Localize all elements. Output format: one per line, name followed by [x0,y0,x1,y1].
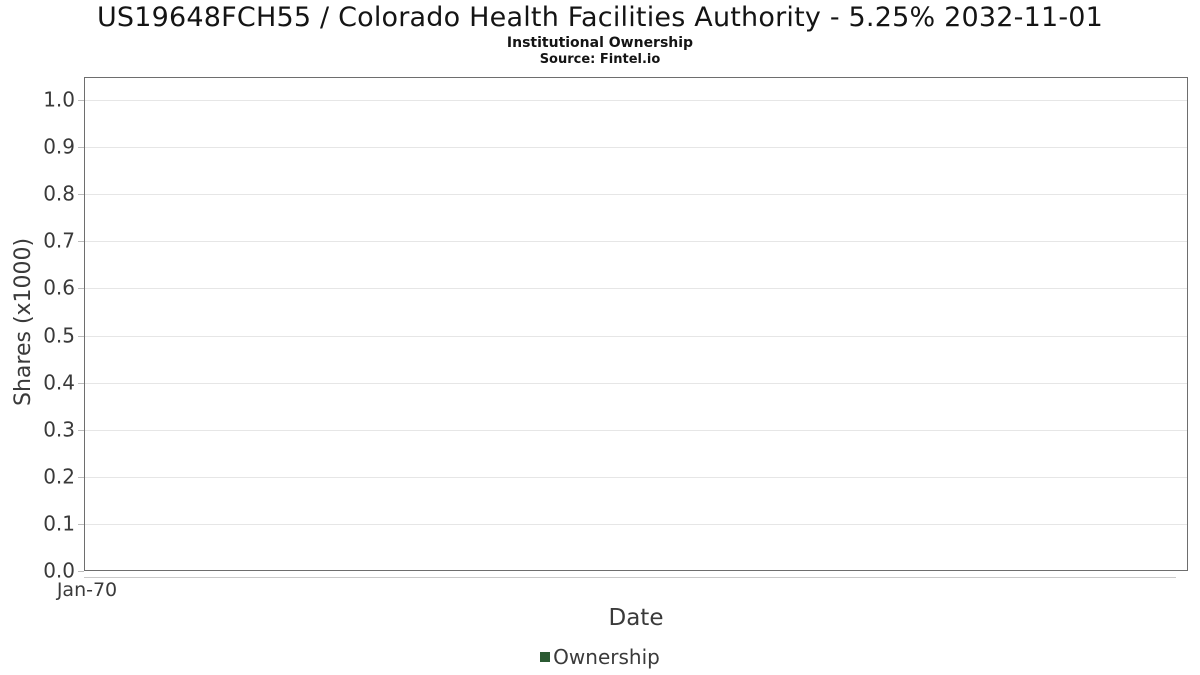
gridline [85,288,1187,290]
legend: Ownership [0,645,1200,669]
gridline [85,241,1187,243]
gridline [85,382,1187,384]
y-tick-mark [78,335,84,337]
y-tick-label: 0.3 [43,417,75,442]
gridline [85,194,1187,196]
chart-title: US19648FCH55 / Colorado Health Facilitie… [96,2,1104,33]
y-tick-label: 0.2 [43,464,75,489]
y-axis-label: Shares (x1000) [11,237,36,406]
y-tick-label: 1.0 [43,87,75,112]
chart-source-attribution: Source: Fintel.io [539,52,661,67]
y-tick-label: 0.1 [43,511,75,536]
legend-label: Ownership [553,645,660,669]
y-tick-mark [78,476,84,478]
y-tick-label: 0.8 [43,181,75,206]
y-tick-label: 0.4 [43,370,75,395]
y-tick-label: 0.0 [43,558,75,583]
y-tick-label: 0.6 [43,275,75,300]
y-tick-mark [78,241,84,243]
y-tick-mark [78,288,84,290]
y-tick-mark [78,194,84,196]
x-tick-label: Jan-70 [56,579,118,601]
x-axis-label: Date [608,605,664,631]
gridline [85,476,1187,478]
y-tick-mark [78,147,84,149]
y-tick-mark [78,429,84,431]
chart-subtitle: Institutional Ownership [506,35,694,51]
gridline [85,147,1187,149]
legend-marker-square-icon [540,652,551,662]
plot-area: 0.0 0.1 0.2 0.3 0.4 0.5 0.6 0.7 0.8 0.9 1.0 [43,77,1188,583]
y-tick-mark [78,382,84,384]
y-tick-label: 0.7 [43,228,75,253]
gridline [85,335,1187,337]
y-tick-mark [78,523,84,525]
y-tick-label: 0.9 [43,134,75,159]
gridline [85,429,1187,431]
y-tick-label: 0.5 [43,323,75,348]
y-tick-mark [78,100,84,101]
gridline [85,100,1187,101]
gridline [85,523,1187,525]
x-axis-line [84,577,1176,578]
y-tick-mark [78,571,84,572]
